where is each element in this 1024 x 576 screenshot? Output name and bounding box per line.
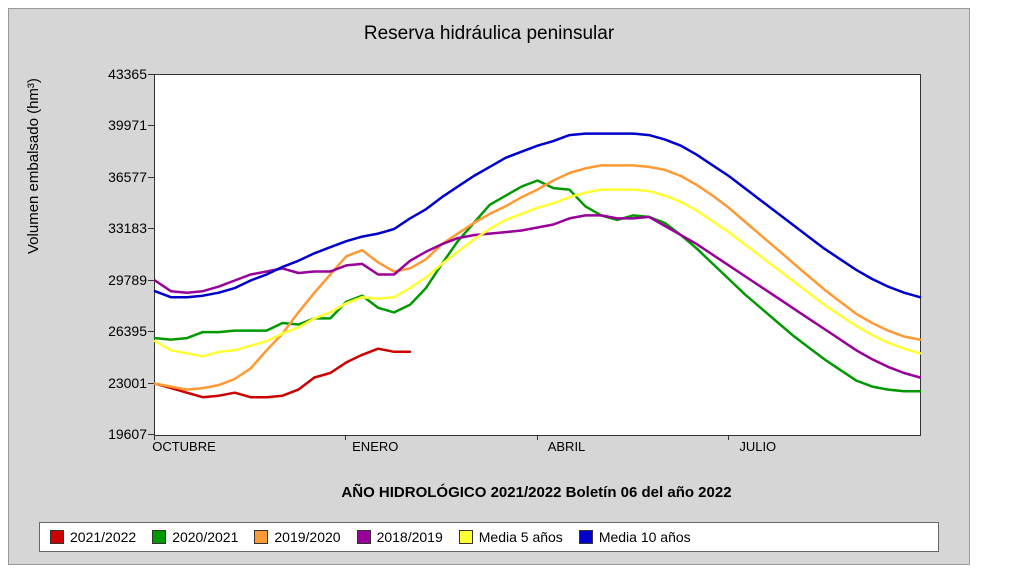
y-axis-label: Volumen embalsado (hm³)	[25, 78, 42, 254]
legend-label: 2018/2019	[377, 529, 443, 545]
legend-label: Media 10 años	[599, 529, 691, 545]
x-tick-label: ENERO	[352, 439, 398, 454]
y-tick-label: 26395	[67, 323, 147, 339]
lines-svg	[155, 75, 920, 435]
legend-swatch	[459, 530, 473, 544]
legend-swatch	[152, 530, 166, 544]
x-tick-label: ABRIL	[548, 439, 586, 454]
y-tick-label: 36577	[67, 169, 147, 185]
chart-title: Reserva hidráulica peninsular	[9, 9, 969, 45]
legend-swatch	[50, 530, 64, 544]
chart-container: Reserva hidráulica peninsular Volumen em…	[8, 8, 970, 565]
legend-swatch	[357, 530, 371, 544]
legend-item: 2021/2022	[50, 529, 136, 545]
series-line	[155, 215, 920, 377]
y-tick-label: 29789	[67, 272, 147, 288]
legend-item: 2018/2019	[357, 529, 443, 545]
legend-label: 2021/2022	[70, 529, 136, 545]
x-tick-label: OCTUBRE	[152, 439, 216, 454]
legend-label: Media 5 años	[479, 529, 563, 545]
legend-item: 2020/2021	[152, 529, 238, 545]
plot-area	[154, 74, 921, 436]
legend-item: Media 10 años	[579, 529, 691, 545]
y-tick-label: 39971	[67, 117, 147, 133]
legend-swatch	[254, 530, 268, 544]
y-tick-label: 19607	[67, 426, 147, 442]
legend-label: 2019/2020	[274, 529, 340, 545]
legend-item: 2019/2020	[254, 529, 340, 545]
legend-label: 2020/2021	[172, 529, 238, 545]
y-tick-label: 23001	[67, 375, 147, 391]
y-tick-label: 33183	[67, 220, 147, 236]
legend-item: Media 5 años	[459, 529, 563, 545]
legend-swatch	[579, 530, 593, 544]
legend: 2021/2022 2020/2021 2019/2020 2018/2019 Medi…	[39, 522, 939, 552]
y-tick-label: 43365	[67, 66, 147, 82]
series-line	[155, 181, 920, 392]
series-line	[155, 165, 920, 389]
x-tick-label: JULIO	[739, 439, 776, 454]
x-axis-label: AÑO HIDROLÓGICO 2021/2022 Boletín 06 del…	[154, 484, 919, 501]
